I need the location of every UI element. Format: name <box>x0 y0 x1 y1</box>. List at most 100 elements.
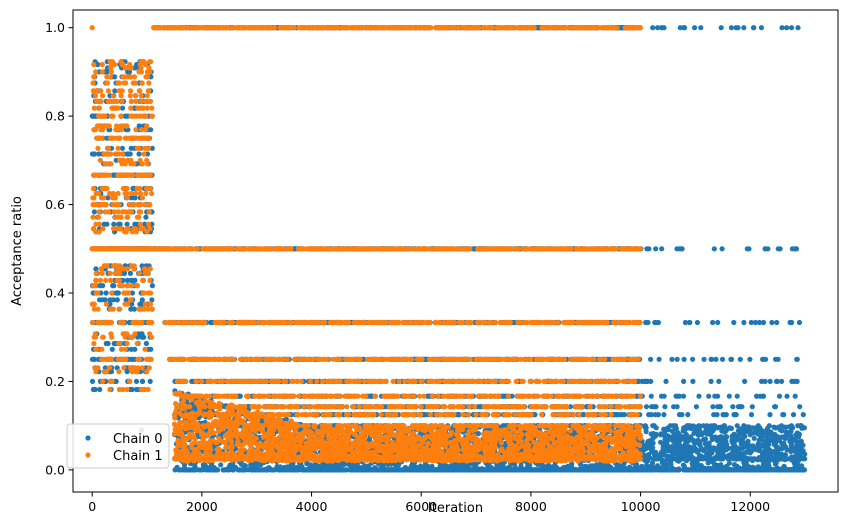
data-point-chain-0 <box>102 297 108 303</box>
data-point-chain-0 <box>710 404 716 410</box>
data-point-chain-0 <box>103 290 109 296</box>
data-point-chain-0 <box>787 319 793 326</box>
data-point-chain-0 <box>129 277 136 283</box>
data-point-chain-0 <box>646 246 652 252</box>
data-point-chain-0 <box>694 319 701 326</box>
data-point-chain-0 <box>756 319 763 326</box>
data-point-chain-0 <box>711 246 717 252</box>
data-point-chain-0 <box>731 412 737 418</box>
data-point-chain-0 <box>737 356 743 362</box>
data-point-chain-0 <box>643 404 650 410</box>
data-point-chain-0 <box>794 378 800 384</box>
data-point-chain-0 <box>775 356 781 362</box>
data-point-chain-0 <box>718 25 724 31</box>
data-point-chain-0 <box>734 393 740 399</box>
data-point-chain-0 <box>774 319 780 326</box>
data-point-chain-0 <box>139 297 145 303</box>
data-point-chain-0 <box>134 386 140 393</box>
data-point-chain-0 <box>706 393 712 399</box>
data-point-chain-0 <box>129 301 135 307</box>
data-point-chain-0 <box>735 25 741 31</box>
data-point-chain-0 <box>741 319 747 326</box>
data-point-chain-0 <box>797 404 803 410</box>
data-point-chain-0 <box>693 404 700 410</box>
data-point-chain-0 <box>784 393 790 399</box>
data-point-chain-0 <box>655 412 662 418</box>
data-point-chain-0 <box>746 246 752 252</box>
data-point-chain-0 <box>111 340 117 347</box>
data-point-chain-0 <box>129 356 135 362</box>
data-point-chain-0 <box>113 157 119 163</box>
data-point-chain-0 <box>730 404 736 410</box>
data-point-chain-0 <box>789 378 795 384</box>
data-point-chain-0 <box>653 319 659 326</box>
data-point-chain-0 <box>762 378 768 384</box>
data-point-chain-0 <box>708 356 714 362</box>
data-point-chain-0 <box>97 283 103 289</box>
data-point-chain-0 <box>781 412 787 418</box>
data-point-chain-0 <box>650 404 657 410</box>
data-point-chain-0 <box>698 25 704 31</box>
data-point-chain-0 <box>715 393 721 399</box>
data-point-chain-0 <box>795 25 801 31</box>
data-point-chain-0 <box>692 25 698 31</box>
data-point-chain-0 <box>775 246 781 252</box>
data-point-chain-0 <box>747 356 753 362</box>
data-point-chain-0 <box>111 221 117 227</box>
data-point-chain-0 <box>715 319 721 326</box>
data-point-chain-0 <box>645 319 651 326</box>
data-point-chain-0 <box>653 425 659 431</box>
data-point-chain-0 <box>93 266 99 272</box>
data-point-chain-0 <box>749 404 755 410</box>
data-point-chain-0 <box>127 151 133 157</box>
data-point-chain-0 <box>92 386 98 393</box>
data-point-chain-0 <box>713 356 719 362</box>
data-point-chain-0 <box>659 25 665 31</box>
data-point-chain-0 <box>111 283 117 289</box>
data-point-chain-0 <box>218 462 224 468</box>
data-point-chain-0 <box>139 331 145 337</box>
data-point-chain-0 <box>648 393 654 399</box>
data-point-chain-0 <box>143 214 149 220</box>
data-point-chain-0 <box>750 25 757 31</box>
data-point-chain-0 <box>208 319 214 326</box>
data-point-chain-0 <box>132 195 138 201</box>
data-point-chain-0 <box>719 246 725 252</box>
data-point-chain-0 <box>656 356 662 362</box>
data-point-chain-0 <box>721 412 727 418</box>
data-point-chain-0 <box>784 25 790 31</box>
data-point-chain-0 <box>662 404 668 410</box>
data-point-chain-0 <box>659 246 665 252</box>
data-point-chain-0 <box>758 25 765 31</box>
data-point-chain-0 <box>124 221 130 227</box>
data-point-chain-0 <box>121 270 128 276</box>
data-point-chain-0 <box>687 319 693 326</box>
data-point-chain-0 <box>114 290 120 296</box>
data-point-chain-0 <box>701 356 707 362</box>
data-point-chain-0 <box>726 393 732 399</box>
data-point-chain-0 <box>719 356 726 362</box>
data-point-chain-0 <box>769 319 775 326</box>
data-point-chain-0 <box>681 356 687 362</box>
data-point-chain-0 <box>127 270 133 276</box>
data-point-chain-0 <box>96 151 102 157</box>
data-point-chain-0 <box>674 356 680 362</box>
data-point-chain-0 <box>136 151 142 157</box>
data-point-chain-0 <box>129 290 135 296</box>
data-point-chain-0 <box>671 404 677 410</box>
data-point-chain-0 <box>790 412 797 418</box>
data-point-chain-0 <box>773 378 780 384</box>
points-layer <box>89 25 808 473</box>
data-point-chain-0 <box>779 25 785 31</box>
data-point-chain-0 <box>109 346 115 352</box>
data-point-chain-0 <box>107 301 113 307</box>
data-point-chain-0 <box>648 356 654 362</box>
data-point-chain-0 <box>794 356 800 362</box>
data-point-chain-0 <box>130 185 136 192</box>
data-point-chain-0 <box>129 386 135 393</box>
data-point-chain-0 <box>149 297 155 303</box>
data-point-chain-0 <box>690 378 696 384</box>
data-point-chain-0 <box>708 378 714 384</box>
data-point-chain-0 <box>91 209 97 215</box>
data-point-chain-0 <box>142 221 148 227</box>
